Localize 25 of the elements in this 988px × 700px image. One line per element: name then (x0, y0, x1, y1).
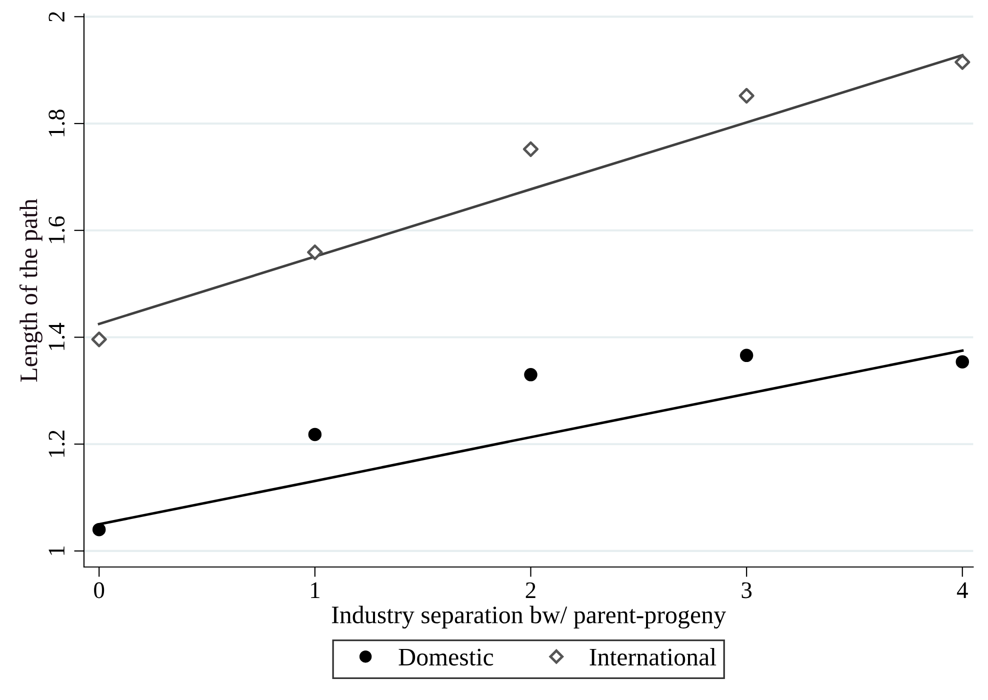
point (740, 348, 754, 362)
y-tick-label: 1.8 (48, 110, 65, 136)
x-tick-label: 0 (94, 582, 104, 598)
y-tick-label: 1.4 (48, 322, 65, 350)
y-tick-label: 1.6 (48, 216, 65, 244)
point (956, 355, 970, 368)
legend-label: Domestic (398, 648, 494, 666)
x-axis-title: Industry separation bw/ parent-progeny (332, 606, 726, 629)
point (738, 88, 754, 104)
point (522, 141, 539, 158)
point (954, 54, 970, 70)
x-tick-label: 1 (311, 582, 320, 598)
point (308, 428, 322, 442)
legend-label: International (590, 648, 716, 666)
y-axis-title: Length of the path (19, 198, 42, 382)
x-tick-label: 4 (956, 582, 968, 598)
y-tick-label: 1.2 (48, 430, 65, 457)
point (307, 244, 323, 260)
point (92, 522, 106, 536)
x-tick-label: 2 (526, 582, 536, 598)
point (524, 368, 538, 382)
x-tick-label: 3 (742, 582, 752, 598)
point (91, 332, 107, 348)
y-tick-label: 2 (48, 12, 64, 22)
y-tick-label: 1 (48, 546, 64, 555)
